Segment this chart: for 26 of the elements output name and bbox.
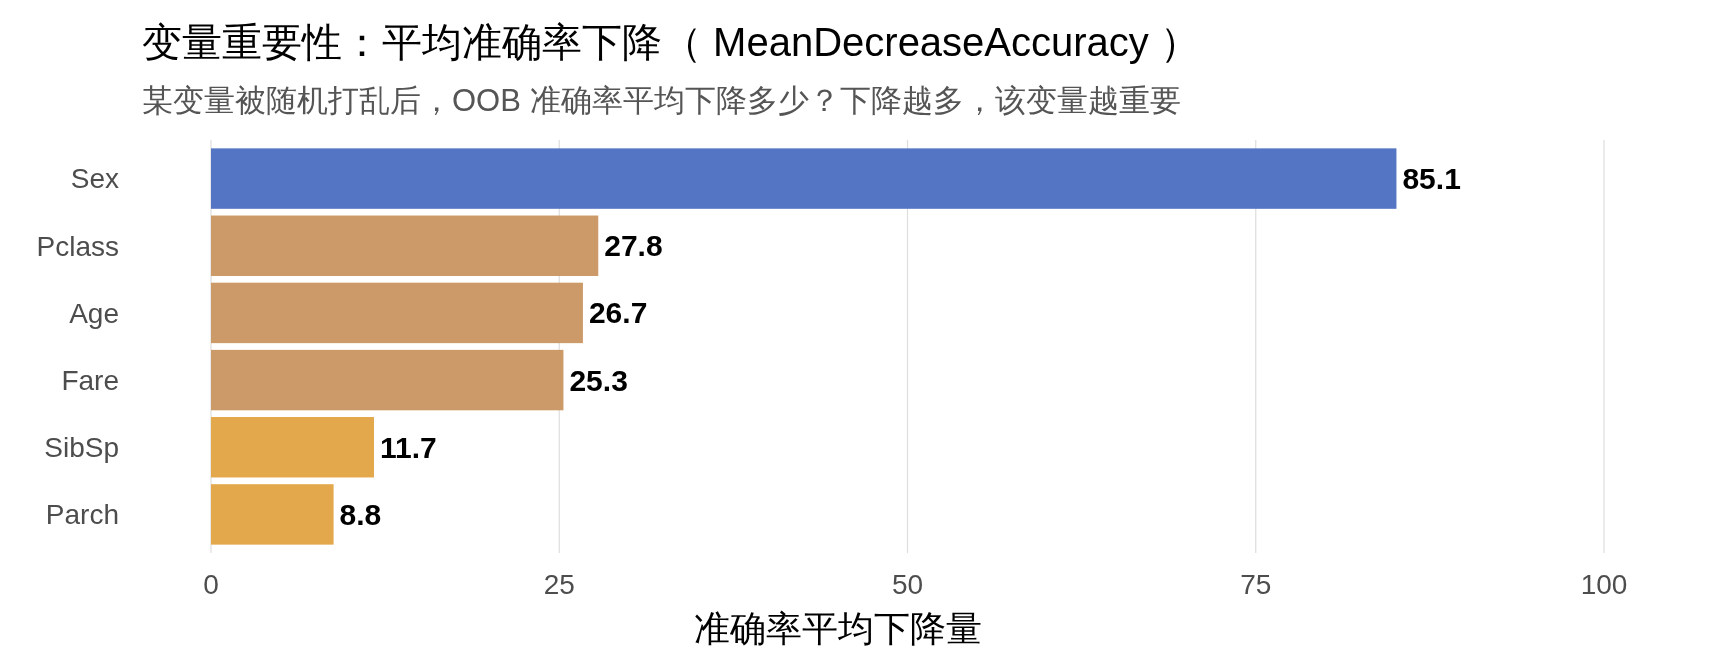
bar bbox=[211, 484, 334, 545]
bar bbox=[211, 282, 583, 344]
y-tick-label: Sex bbox=[70, 163, 119, 195]
y-tick-label: Age bbox=[69, 297, 119, 329]
data-label: 85.1 bbox=[1402, 162, 1461, 196]
data-label: 11.7 bbox=[379, 430, 437, 464]
chart-subtitle: 某变量被随机打乱后，OOB 准确率平均下降多少？下降越多，该变量越重要 bbox=[142, 82, 1181, 118]
bar bbox=[211, 148, 1397, 209]
chart-title: 变量重要性：平均准确率下降（ MeanDecreaseAccuracy ） bbox=[142, 20, 1200, 64]
x-tick-label: 0 bbox=[203, 568, 219, 600]
x-tick-label: 50 bbox=[891, 568, 924, 600]
y-tick-label: SibSp bbox=[44, 432, 119, 464]
bar bbox=[211, 417, 374, 478]
data-label: 27.8 bbox=[604, 229, 663, 263]
y-tick-label: Fare bbox=[61, 364, 119, 396]
y-tick-label: Parch bbox=[45, 499, 119, 531]
x-tick-label: 75 bbox=[1240, 568, 1272, 600]
x-tick-label: 25 bbox=[543, 568, 575, 600]
x-axis-title: 准确率平均下降量 bbox=[693, 607, 982, 649]
y-tick-label: Pclass bbox=[36, 230, 119, 262]
data-label: 25.3 bbox=[569, 363, 628, 397]
x-tick-label: 100 bbox=[1580, 568, 1628, 600]
bar bbox=[211, 215, 599, 276]
data-label: 8.8 bbox=[339, 497, 382, 531]
bar bbox=[211, 349, 564, 411]
data-label: 26.7 bbox=[588, 296, 648, 330]
